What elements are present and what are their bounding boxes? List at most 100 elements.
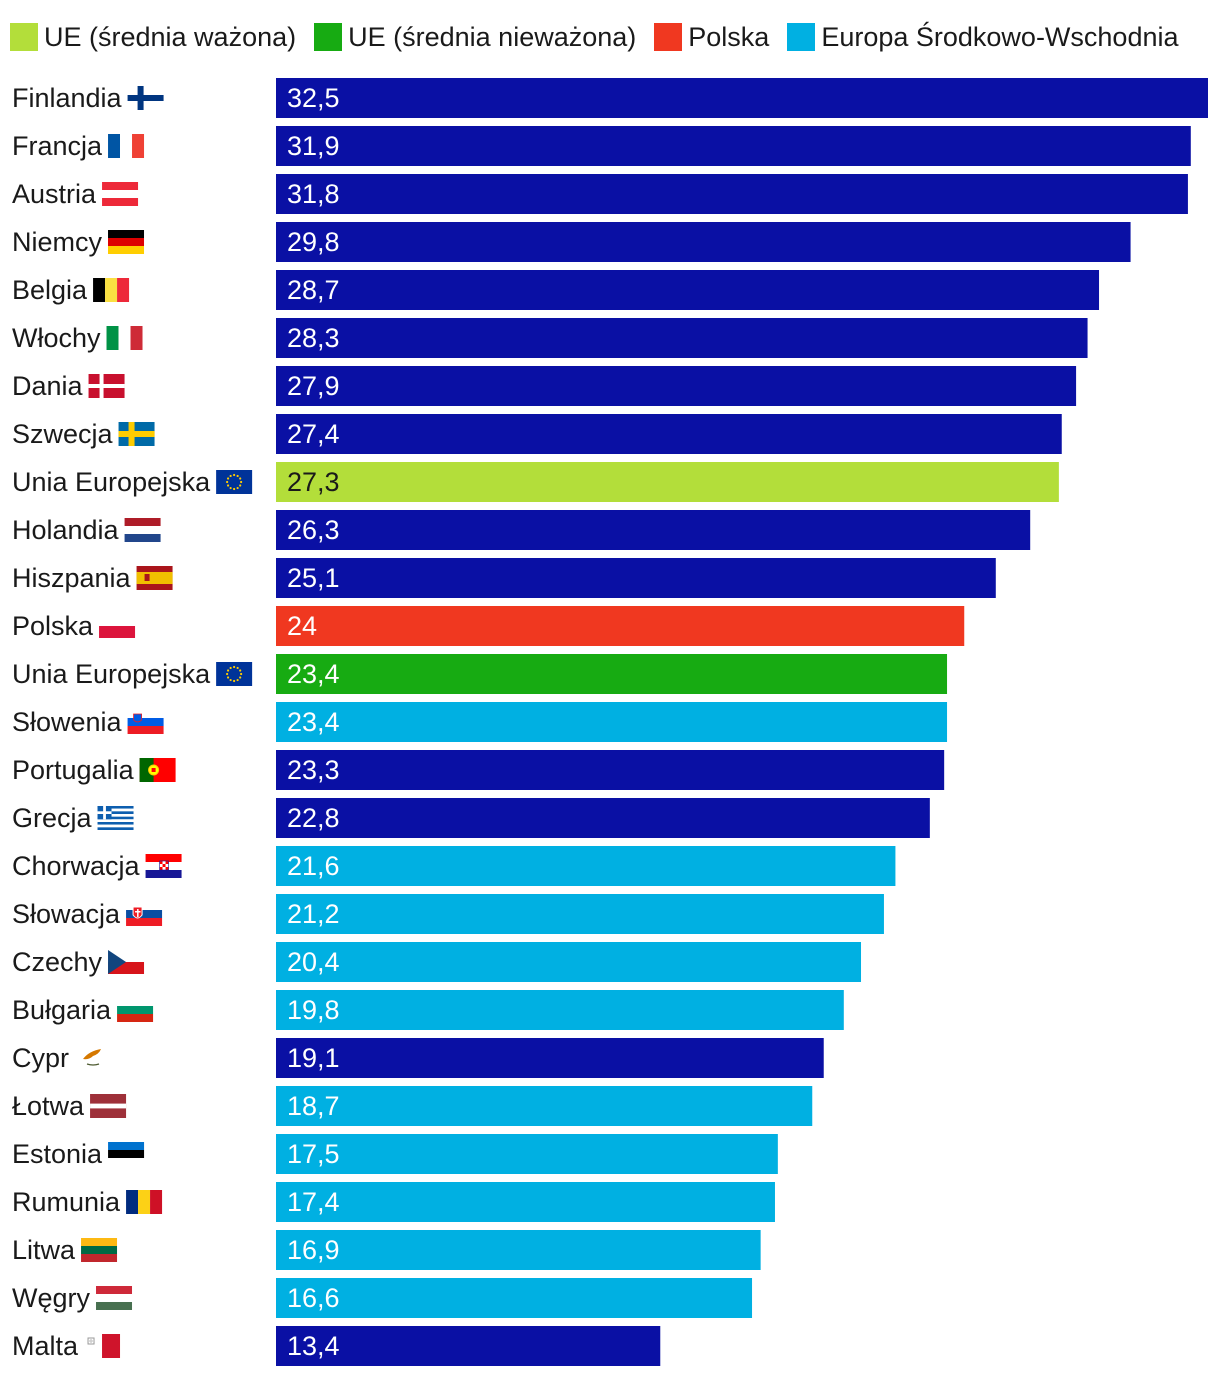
chart-row: Bułgaria 19,8 <box>12 990 844 1030</box>
flag-poland-icon <box>99 614 136 638</box>
category-label: Polska <box>12 611 94 641</box>
chart-row: Łotwa 18,7 <box>12 1086 813 1126</box>
bar-value-label: 32,5 <box>287 83 340 113</box>
category-label: Słowacja <box>12 899 121 929</box>
bar-value-label: 29,8 <box>287 227 340 257</box>
flag-austria-icon <box>102 182 139 206</box>
bar-value-label: 24 <box>287 611 317 641</box>
bar-value-label: 18,7 <box>287 1091 340 1121</box>
bar-value-label: 23,3 <box>287 755 340 785</box>
bar <box>276 1278 753 1318</box>
flag-bulgaria-icon <box>117 998 154 1022</box>
bar <box>276 990 844 1030</box>
bar-value-label: 20,4 <box>287 947 340 977</box>
bar-value-label: 21,2 <box>287 899 340 929</box>
flag-sweden-icon <box>118 422 155 446</box>
category-label: Hiszpania <box>12 563 132 593</box>
legend-label-ue-unweighted: UE (średnia nieważona) <box>348 21 637 52</box>
flag-latvia-icon <box>90 1094 127 1118</box>
category-label: Estonia <box>12 1139 103 1169</box>
chart-row: Słowacja 21,2 <box>12 894 884 934</box>
chart-row: Belgia 28,7 <box>12 270 1100 310</box>
bar <box>276 558 996 598</box>
legend-swatch-cee <box>787 23 816 51</box>
chart-row: Rumunia 17,4 <box>12 1182 775 1222</box>
bar <box>276 894 884 934</box>
bar-value-label: 26,3 <box>287 515 340 545</box>
bar <box>276 1182 775 1222</box>
chart-row: Finlandia 32,5 <box>12 78 1208 118</box>
category-label: Austria <box>12 179 97 209</box>
legend-label-ue-weighted: UE (średnia ważona) <box>44 21 297 52</box>
category-label: Czechy <box>12 947 103 977</box>
bar-value-label: 25,1 <box>287 563 340 593</box>
flag-hungary-icon <box>96 1286 133 1310</box>
category-label: Grecja <box>12 803 93 833</box>
chart-row: Francja 31,9 <box>12 126 1191 166</box>
category-label: Chorwacja <box>12 851 141 881</box>
legend-item-cee: Europa Środkowo-Wschodnia <box>787 22 1179 53</box>
category-label: Francja <box>12 131 103 161</box>
legend: UE (średnia ważona) UE (średnia nieważon… <box>10 18 1197 56</box>
chart-row: Włochy 28,3 <box>12 318 1088 358</box>
bar <box>276 702 948 742</box>
flag-romania-icon <box>126 1190 163 1214</box>
flag-lithuania-icon <box>81 1238 118 1262</box>
legend-swatch-ue-unweighted <box>314 23 343 51</box>
flag-slovenia-icon <box>127 710 164 734</box>
chart-row: Niemcy 29,8 <box>12 222 1131 262</box>
bar <box>276 1134 778 1174</box>
bar-value-label: 23,4 <box>287 707 340 737</box>
bar-value-label: 13,4 <box>287 1331 340 1361</box>
chart-row: Unia Europejska 23,4 <box>12 654 948 694</box>
bar <box>276 942 862 982</box>
flag-denmark-icon <box>88 374 125 398</box>
flag-slovakia-icon <box>126 902 163 926</box>
flag-netherlands-icon <box>124 518 161 542</box>
flag-spain-icon <box>136 566 173 590</box>
bar-value-label: 16,9 <box>287 1235 340 1265</box>
category-label: Portugalia <box>12 755 135 785</box>
bar <box>276 750 945 790</box>
category-label: Malta <box>12 1331 79 1361</box>
bar <box>276 654 948 694</box>
bar <box>276 798 930 838</box>
bar-value-label: 17,5 <box>287 1139 340 1169</box>
category-label: Bułgaria <box>12 995 112 1025</box>
bar-value-label: 27,3 <box>287 467 340 497</box>
category-label: Finlandia <box>12 83 123 113</box>
chart-row: Portugalia 23,3 <box>12 750 945 790</box>
category-label: Niemcy <box>12 227 103 257</box>
chart-row: Unia Europejska 27,3 <box>12 462 1059 502</box>
bar-value-label: 22,8 <box>287 803 340 833</box>
flag-eu-icon <box>216 662 253 686</box>
chart-row: Holandia 26,3 <box>12 510 1031 550</box>
chart-row: Hiszpania 25,1 <box>12 558 996 598</box>
chart-row: Dania 27,9 <box>12 366 1077 406</box>
category-label: Dania <box>12 371 84 401</box>
legend-swatch-poland <box>654 23 683 51</box>
bar <box>276 78 1208 118</box>
flag-croatia-icon <box>145 854 182 878</box>
bar <box>276 366 1077 406</box>
bar <box>276 414 1062 454</box>
chart-row: Malta 13,4 <box>12 1326 661 1366</box>
category-label: Rumunia <box>12 1187 121 1217</box>
category-label: Szwecja <box>12 419 114 449</box>
chart-row: Węgry 16,6 <box>12 1278 753 1318</box>
flag-portugal-icon <box>139 758 176 782</box>
category-label: Cypr <box>12 1043 69 1073</box>
chart-row: Chorwacja 21,6 <box>12 846 896 886</box>
bar <box>276 846 896 886</box>
bar <box>276 270 1100 310</box>
legend-swatch-ue-weighted <box>10 23 38 51</box>
flag-malta-icon <box>84 1334 121 1358</box>
category-label: Holandia <box>12 515 120 545</box>
bar-value-label: 31,9 <box>287 131 340 161</box>
bar-value-label: 27,4 <box>287 419 340 449</box>
bar <box>276 1038 824 1078</box>
flag-germany-icon <box>108 230 145 254</box>
flag-italy-icon <box>106 326 143 350</box>
category-label: Belgia <box>12 275 88 305</box>
bar <box>276 510 1031 550</box>
